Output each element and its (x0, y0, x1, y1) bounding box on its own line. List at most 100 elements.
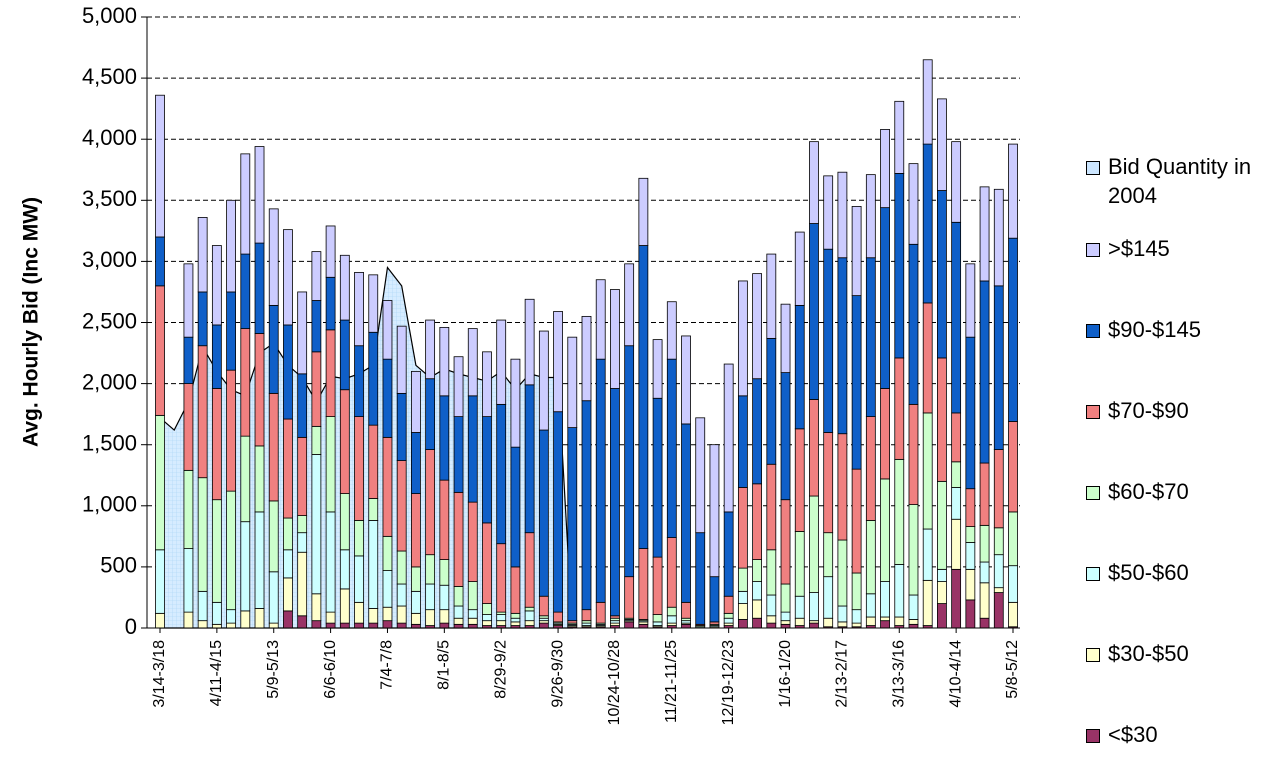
legend-item: $30-$50 (1086, 639, 1258, 668)
bar-segment (809, 223, 819, 400)
bar-segment (737, 487, 748, 569)
bar-segment (809, 622, 819, 629)
bar-segment (211, 601, 222, 625)
bar-segment (880, 388, 890, 480)
bar-segment (937, 190, 947, 359)
bar-segment (268, 571, 279, 624)
bar-segment (937, 98, 947, 191)
bar-segment (410, 612, 421, 625)
bar-segment (339, 549, 350, 590)
bar-segment (780, 499, 791, 585)
bar-segment (937, 581, 947, 604)
bar-segment (311, 351, 322, 427)
bar-segment (652, 339, 663, 399)
bar-segment (226, 369, 236, 492)
bar-segment (226, 199, 236, 293)
bar-segment (197, 291, 208, 347)
bar-segment (368, 331, 379, 426)
bar-segment (922, 302, 933, 414)
bar-segment (268, 304, 279, 394)
bar-segment (752, 559, 762, 582)
bar-segment (553, 411, 563, 613)
bar-segment (794, 304, 805, 430)
bar-segment (809, 141, 819, 224)
bar-segment (325, 225, 336, 278)
bar-segment (1008, 565, 1018, 603)
bar-segment (908, 403, 919, 505)
bar-segment (240, 328, 251, 437)
bar-segment (780, 583, 791, 613)
bar-segment (595, 358, 606, 603)
legend-swatch (1086, 243, 1100, 257)
bar-segment (197, 345, 208, 479)
x-tick-label: 4/11-4/15 (208, 640, 225, 707)
bar-segment (396, 550, 407, 585)
x-tick-label: 8/1-8/5 (436, 640, 453, 690)
bar-segment (951, 568, 962, 629)
bar-segment (709, 576, 720, 623)
legend-label: $90-$145 (1108, 317, 1201, 342)
bar-segment (467, 395, 478, 503)
bar-segment (311, 251, 322, 301)
bar-segment (993, 188, 1004, 287)
bar-segment (254, 511, 265, 609)
y-tick-label: 1,000 (82, 492, 137, 517)
bar-segment (382, 436, 393, 537)
bar-segment (467, 328, 478, 397)
bar-segment (268, 392, 279, 502)
area (159, 266, 573, 629)
bar-segment (595, 601, 606, 624)
bar-segment (937, 357, 947, 482)
bar-segment (354, 416, 364, 521)
bar-segment (453, 605, 464, 619)
bar-segment (979, 280, 990, 464)
bar-segment (737, 619, 748, 629)
bar-segment (453, 623, 464, 629)
bar-segment (482, 614, 492, 622)
bar-segment (880, 616, 890, 622)
bar-segment (524, 384, 535, 534)
bar-segment (354, 520, 364, 557)
bar-segment (183, 263, 194, 338)
x-tick-label: 8/29-9/2 (492, 640, 509, 699)
bar-segment (922, 579, 933, 626)
x-tick-label: 6/6-6/10 (322, 640, 339, 699)
bar-segment (965, 568, 976, 601)
bar-segment (211, 499, 222, 603)
bar-segment (354, 601, 364, 624)
bar-segment (339, 389, 350, 494)
bar-segment (439, 326, 450, 397)
bar-segment (951, 487, 962, 520)
bar-segment (723, 363, 734, 513)
bar-segment (766, 622, 777, 629)
bar-segment (766, 463, 777, 551)
bar-segment (496, 403, 507, 545)
y-tick-label: 4,000 (82, 125, 137, 150)
bar-segment (780, 372, 791, 501)
bar-segment (410, 590, 421, 614)
bar-segment (993, 527, 1004, 556)
y-tick-label: 2,500 (82, 308, 137, 333)
bar-segment (283, 229, 293, 326)
legend-item: $90-$145 (1086, 315, 1258, 344)
bar-segment (211, 388, 222, 501)
y-tick-label: 4,500 (82, 64, 137, 89)
bar-segment (894, 357, 905, 460)
bar-segment (880, 478, 890, 582)
bar-segment (439, 584, 450, 611)
bar-segment (766, 615, 777, 624)
bar-segment (297, 551, 308, 617)
bar-segment (624, 621, 635, 629)
bar-segment (354, 345, 364, 417)
bar-segment (951, 141, 962, 223)
bar-segment (297, 436, 308, 516)
bar-segment (837, 539, 848, 607)
bar-segment (681, 623, 691, 629)
bar-segment (183, 383, 194, 471)
bar-segment (666, 615, 677, 624)
bar-segment (851, 609, 862, 624)
bar-segment (396, 325, 407, 394)
bar-segment (425, 554, 436, 585)
bar-segment (752, 617, 762, 629)
